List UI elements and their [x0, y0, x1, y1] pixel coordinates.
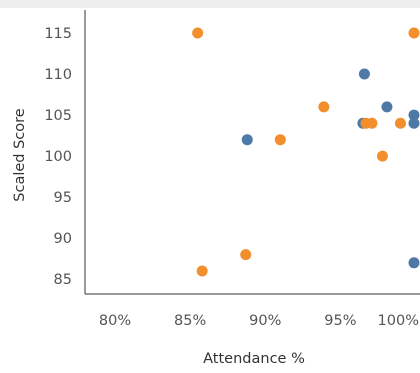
scatter-point [408, 109, 420, 121]
x-axis-title: Attendance % [203, 351, 305, 367]
y-tick-labels: 85 90 95 100 105 110 115 [44, 26, 72, 288]
y-tick-label: 100 [44, 149, 72, 165]
x-tick-label: 85% [174, 313, 206, 329]
scatter-point [408, 117, 420, 129]
y-tick-label: 105 [44, 108, 72, 124]
x-tick-label: 80% [99, 313, 131, 329]
scatter-point [196, 265, 208, 277]
data-points [192, 27, 420, 277]
x-tick-label: 95% [324, 313, 356, 329]
x-tick-label: 90% [249, 313, 281, 329]
scatter-point [408, 257, 420, 269]
x-tick-label: 100% [378, 313, 419, 329]
y-tick-label: 95 [54, 190, 72, 206]
scatter-point [318, 101, 330, 113]
scatter-point [381, 101, 393, 113]
y-axis-title: Scaled Score [12, 108, 28, 202]
scatter-point [376, 150, 388, 162]
axes [84, 10, 420, 295]
scatter-point [366, 117, 378, 129]
chart-top-strip [0, 0, 420, 8]
scatter-point [394, 117, 406, 129]
scatter-point [408, 27, 420, 39]
x-tick-labels: 80% 85% 90% 95% 100% [99, 313, 419, 329]
scatter-point [358, 68, 370, 80]
scatter-point [240, 249, 252, 261]
y-tick-label: 110 [44, 67, 72, 83]
y-tick-label: 115 [44, 26, 72, 42]
y-tick-label: 85 [54, 272, 72, 288]
scatter-point [241, 134, 253, 146]
scatter-point [274, 134, 286, 146]
y-tick-label: 90 [54, 231, 72, 247]
scatter-point [192, 27, 204, 39]
